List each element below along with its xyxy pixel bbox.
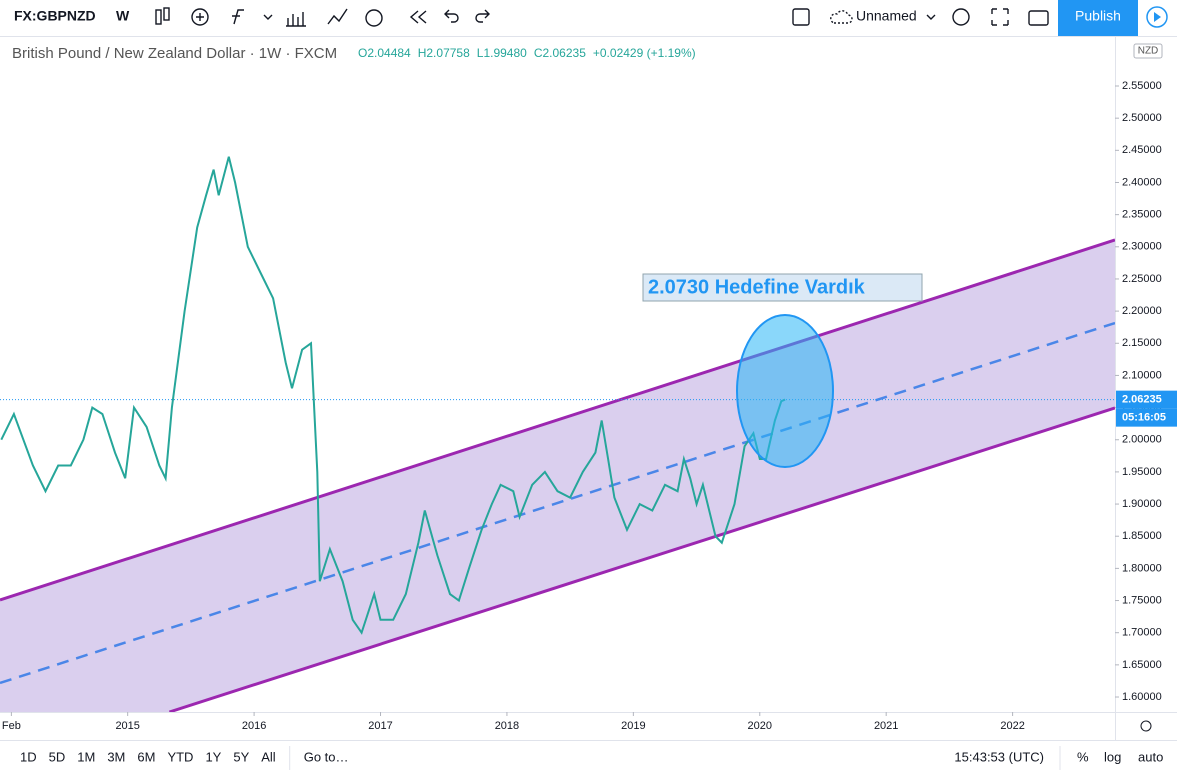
x-tick-label: 2020 <box>748 720 772 732</box>
y-tick-label: 2.55000 <box>1122 80 1162 92</box>
redo-icon[interactable] <box>475 9 490 23</box>
replay-icon[interactable] <box>409 10 427 24</box>
range-button[interactable]: 5Y <box>233 749 249 764</box>
cloud-icon[interactable] <box>830 10 853 24</box>
layer-plot: 2.0730 Hedefine Vardık <box>0 156 1115 712</box>
countdown-box <box>1116 408 1177 427</box>
log-toggle[interactable]: log <box>1104 749 1121 764</box>
bars-icon[interactable] <box>286 12 306 27</box>
layout-icon[interactable] <box>792 8 810 26</box>
y-tick-label: 2.00000 <box>1122 434 1162 446</box>
alert-icon[interactable] <box>365 9 383 27</box>
ohlc-high: H2.07758 <box>418 46 470 60</box>
y-tick-label: 1.90000 <box>1122 498 1162 510</box>
target-ellipse <box>736 314 834 468</box>
y-tick-label: 2.45000 <box>1122 144 1162 156</box>
settings-icon[interactable] <box>952 8 970 26</box>
y-tick-label: 2.20000 <box>1122 305 1162 317</box>
play-icon[interactable] <box>1154 12 1161 22</box>
y-tick-label: 2.40000 <box>1122 176 1162 188</box>
y-tick-label: 2.25000 <box>1122 273 1162 285</box>
x-tick-label: 2018 <box>495 720 519 732</box>
dropdown-icon[interactable] <box>263 14 273 20</box>
y-tick-label: 2.30000 <box>1122 241 1162 253</box>
ohlc-low: L1.99480 <box>477 46 527 60</box>
interval[interactable]: W <box>116 8 130 24</box>
y-tick-label: 2.15000 <box>1122 337 1162 349</box>
percent-toggle[interactable]: % <box>1077 749 1089 764</box>
x-tick-label: 2017 <box>368 720 392 732</box>
y-tick-label: 1.85000 <box>1122 530 1162 542</box>
channel-middle <box>0 321 1115 685</box>
x-tick-label: 2021 <box>874 720 898 732</box>
y-tick-label: 1.60000 <box>1122 691 1162 703</box>
y-tick-label: 2.50000 <box>1122 112 1162 124</box>
candle-icon[interactable] <box>163 7 170 21</box>
channel-upper <box>0 238 1115 602</box>
y-tick-label: 2.10000 <box>1122 369 1162 381</box>
y-tick-label: 1.65000 <box>1122 659 1162 671</box>
undo-icon[interactable] <box>444 9 459 23</box>
annotation-box <box>642 273 923 302</box>
goto[interactable]: Go to… <box>304 749 349 764</box>
range-button[interactable]: 5D <box>49 749 66 764</box>
x-tick-label: 2016 <box>242 720 266 732</box>
range-button[interactable]: 6M <box>137 749 155 764</box>
x-tick-label: 2019 <box>621 720 645 732</box>
chart-title: British Pound / New Zealand Dollar · 1W … <box>12 45 337 62</box>
countdown: 05:16:05 <box>1122 412 1166 424</box>
add-icon[interactable] <box>196 13 204 21</box>
clock: 15:43:53 (UTC) <box>954 749 1044 764</box>
currency-box <box>1133 43 1163 59</box>
publish-label[interactable]: Publish <box>1075 8 1121 24</box>
fullscreen-icon[interactable] <box>991 8 1009 26</box>
ohlc-legend: O2.04484 H2.07758 L1.99480 C2.06235 +0.02429… <box>358 46 696 60</box>
y-tick-label: 1.70000 <box>1122 627 1162 639</box>
play-icon[interactable] <box>1146 6 1168 28</box>
range-button[interactable]: YTD <box>167 749 193 764</box>
add-icon[interactable] <box>191 8 209 26</box>
symbol[interactable]: FX:GBPNZD <box>14 8 96 24</box>
y-tick-label: 1.75000 <box>1122 594 1162 606</box>
compare-icon[interactable] <box>327 8 348 25</box>
toolbar-icons[interactable] <box>155 7 1049 27</box>
auto-toggle[interactable]: auto <box>1138 749 1163 764</box>
y-tick-label: 1.95000 <box>1122 466 1162 478</box>
range-button[interactable]: 3M <box>107 749 125 764</box>
x-tick-label: Feb <box>2 720 21 732</box>
x-tick-label: 2022 <box>1000 720 1024 732</box>
candle-icon[interactable] <box>155 9 162 25</box>
ohlc-close: C2.06235 <box>534 46 586 60</box>
time-settings-icon[interactable] <box>1140 720 1152 732</box>
snapshot-icon[interactable] <box>1028 10 1049 26</box>
last-price-label: 2.06235 <box>1122 394 1162 406</box>
range-button[interactable]: 1Y <box>205 749 221 764</box>
dropdown-icon[interactable] <box>926 14 936 20</box>
price-line <box>0 156 786 635</box>
range-button[interactable]: 1D <box>20 749 37 764</box>
channel-lower <box>168 406 1115 712</box>
fx-icon[interactable] <box>232 9 244 25</box>
range-button[interactable]: All <box>261 749 276 764</box>
y-tick-label: 1.80000 <box>1122 562 1162 574</box>
annotation: 2.0730 Hedefine Vardık <box>648 276 866 298</box>
layout-name[interactable]: Unnamed <box>856 8 917 24</box>
x-tick-label: 2015 <box>115 720 139 732</box>
last-price-box <box>1116 390 1177 409</box>
ohlc-open: O2.04484 <box>358 46 411 60</box>
currency-label: NZD <box>1138 46 1159 57</box>
range-button[interactable]: 1M <box>77 749 95 764</box>
y-tick-label: 2.35000 <box>1122 209 1162 221</box>
toolbar <box>0 0 1177 36</box>
publish-button[interactable] <box>1058 0 1138 36</box>
ohlc-change: +0.02429 (+1.19%) <box>593 46 696 60</box>
channel-fill <box>0 239 1115 712</box>
